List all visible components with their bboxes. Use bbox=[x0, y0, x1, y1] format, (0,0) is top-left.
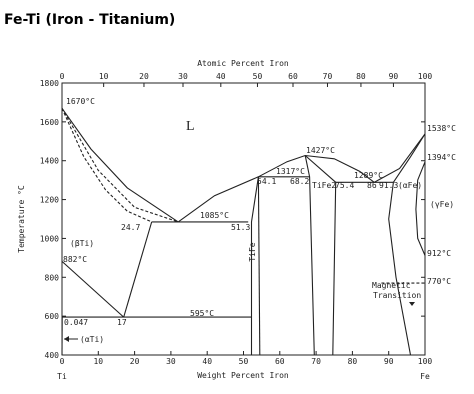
top-tick-label: 80 bbox=[356, 72, 366, 81]
annotation: 17 bbox=[117, 318, 127, 327]
top-tick-label: 30 bbox=[178, 72, 188, 81]
annotation: TiFe bbox=[248, 242, 257, 261]
annotation: 1085°C bbox=[200, 211, 229, 220]
chart-title: Fe-Ti (Iron - Titanium) bbox=[4, 12, 175, 28]
phase-boundary bbox=[373, 133, 426, 183]
annotation: 912°C bbox=[427, 249, 451, 258]
phase-boundary bbox=[61, 108, 179, 223]
arrowhead bbox=[64, 336, 69, 342]
annotation: 86 bbox=[367, 181, 377, 190]
y-tick-label: 1800 bbox=[40, 79, 59, 88]
annotation: (αFe) bbox=[398, 181, 422, 190]
x-tick-label: 40 bbox=[202, 357, 212, 366]
top-tick-label: 90 bbox=[389, 72, 399, 81]
annotation: 1289°C bbox=[354, 171, 383, 180]
x-tick-label: 50 bbox=[239, 357, 249, 366]
annotation: 595°C bbox=[190, 309, 214, 318]
annotation: TiFe2 bbox=[312, 181, 336, 190]
annotation: 1394°C bbox=[427, 153, 456, 162]
top-tick-label: 20 bbox=[139, 72, 149, 81]
annotation: 24.7 bbox=[121, 223, 140, 232]
annotation: 1670°C bbox=[66, 97, 95, 106]
x-tick-label: 30 bbox=[166, 357, 176, 366]
top-tick-label: 10 bbox=[99, 72, 109, 81]
arrowhead bbox=[409, 302, 415, 306]
annotation: Transition bbox=[373, 291, 421, 300]
top-tick-label: 70 bbox=[323, 72, 333, 81]
left-element: Ti bbox=[57, 372, 67, 381]
annotation: 0.047 bbox=[64, 318, 88, 327]
annotation: 770°C bbox=[427, 277, 451, 286]
annotation: 1427°C bbox=[306, 146, 335, 155]
x-tick-label: 100 bbox=[418, 357, 433, 366]
annotation: Magnetic bbox=[372, 281, 411, 290]
phase-boundary bbox=[61, 108, 152, 223]
annotation: 1538°C bbox=[427, 124, 456, 133]
y-tick-label: 1600 bbox=[40, 118, 59, 127]
phase-boundary bbox=[257, 176, 261, 356]
top-tick-label: 100 bbox=[418, 72, 433, 81]
phase-boundary bbox=[61, 260, 125, 318]
annotation: 51.3 bbox=[231, 223, 250, 232]
phase-boundary bbox=[304, 155, 315, 356]
phase-boundary bbox=[123, 221, 153, 318]
top-tick-label: 50 bbox=[253, 72, 263, 81]
annotation: (αTi) bbox=[80, 335, 104, 344]
x-tick-label: 70 bbox=[311, 357, 321, 366]
plot-frame bbox=[61, 82, 426, 356]
y-tick-label: 800 bbox=[45, 273, 60, 282]
x-tick-label: 60 bbox=[275, 357, 285, 366]
x-tick-label: 20 bbox=[130, 357, 140, 366]
y-axis-label: Temperature °C bbox=[17, 185, 26, 253]
phase-boundary bbox=[250, 176, 259, 355]
x-tick-label: 80 bbox=[348, 357, 358, 366]
x-axis-label: Weight Percent Iron bbox=[197, 371, 289, 380]
y-tick-label: 1200 bbox=[40, 196, 59, 205]
top-tick-label: 0 bbox=[60, 72, 65, 81]
x-tick-label: 10 bbox=[93, 357, 103, 366]
phase-boundary bbox=[177, 154, 375, 223]
y-tick-label: 600 bbox=[45, 312, 60, 321]
annotation: 54.1 bbox=[257, 177, 276, 186]
phase-boundary bbox=[61, 107, 179, 223]
y-tick-label: 400 bbox=[45, 351, 60, 360]
x-tick-label: 90 bbox=[384, 357, 394, 366]
annotation: 1317°C bbox=[276, 167, 305, 176]
annotation: 68.2 bbox=[290, 177, 309, 186]
annotation: 75.4 bbox=[335, 181, 354, 190]
top-axis-label: Atomic Percent Iron bbox=[197, 59, 289, 68]
x-tick-label: 0 bbox=[60, 357, 65, 366]
annotation: L bbox=[186, 119, 195, 134]
annotation: 882°C bbox=[63, 255, 87, 264]
phase-boundary bbox=[392, 133, 426, 183]
y-tick-label: 1400 bbox=[40, 157, 59, 166]
annotation: (γFe) bbox=[430, 200, 454, 209]
phase-boundary bbox=[415, 161, 426, 256]
y-tick-label: 1000 bbox=[40, 234, 59, 243]
phase-boundary bbox=[388, 182, 412, 356]
right-element: Fe bbox=[420, 372, 430, 381]
top-tick-label: 40 bbox=[216, 72, 226, 81]
annotation: 91.3 bbox=[379, 181, 398, 190]
top-tick-label: 60 bbox=[288, 72, 298, 81]
annotation: (βTi) bbox=[70, 239, 94, 248]
